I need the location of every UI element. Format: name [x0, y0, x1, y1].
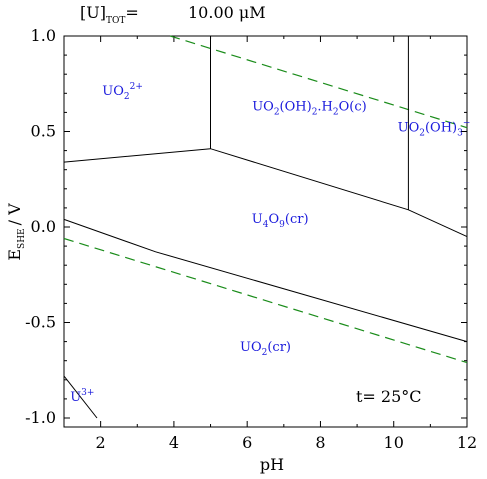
species-uo2-cr: UO2(cr)	[240, 340, 291, 358]
species-uo2oh3-minus: UO2(OH)3−	[398, 119, 471, 139]
x-tick-label: 12	[457, 433, 477, 452]
x-tick-label: 4	[169, 433, 179, 452]
boundary-lines	[63, 35, 468, 419]
species-u4o9: U4O9(cr)	[252, 212, 309, 230]
axis-ticks: 2 4 6 8 10 12 1.0 0.5 0.0 -0.5 -1.0	[25, 26, 477, 452]
y-tick-label: -0.5	[25, 313, 56, 332]
y-tick-label: 1.0	[31, 26, 56, 45]
y-axis-title: ESHE / V	[5, 203, 27, 261]
y-axis-title-main: E	[5, 249, 24, 261]
y-axis-title-unit: / V	[5, 203, 24, 225]
o2-stability-line	[170, 35, 468, 129]
x-tick-label: 8	[315, 433, 325, 452]
header-label-sub: TOT	[106, 16, 125, 26]
u3plus-to-uo2	[63, 375, 98, 419]
y-axis-title-sub: SHE	[17, 228, 27, 249]
x-tick-label: 6	[242, 433, 252, 452]
y-tick-label: 0.0	[31, 217, 56, 236]
h2-stability-line	[63, 237, 468, 364]
y-tick-label: 0.5	[31, 122, 56, 141]
concentration-header: [U]TOT=	[80, 3, 139, 26]
x-tick-label: 10	[384, 433, 404, 452]
species-u3plus: U3+	[70, 388, 94, 405]
header-label-main: [U]	[80, 3, 106, 22]
x-axis-title: pH	[260, 455, 284, 474]
species-uo2oh2-h2o: UO2(OH)2.H2O(c)	[252, 99, 367, 117]
temperature-label: t= 25°C	[356, 387, 422, 406]
x-tick-label: 2	[96, 433, 106, 452]
species-uo2-2plus: UO22+	[102, 82, 143, 102]
y-tick-label: -1.0	[25, 408, 56, 427]
u4o9-to-uo2	[63, 218, 468, 343]
species-labels: UO22+ UO2(OH)2.H2O(c) UO2(OH)3− U4O9(cr) UO2…	[70, 82, 470, 405]
uo2-2plus-to-u4o9	[63, 148, 468, 238]
concentration-value: 10.00 μM	[188, 3, 266, 22]
header-label-eq: =	[125, 3, 138, 22]
plot-frame	[63, 35, 468, 428]
